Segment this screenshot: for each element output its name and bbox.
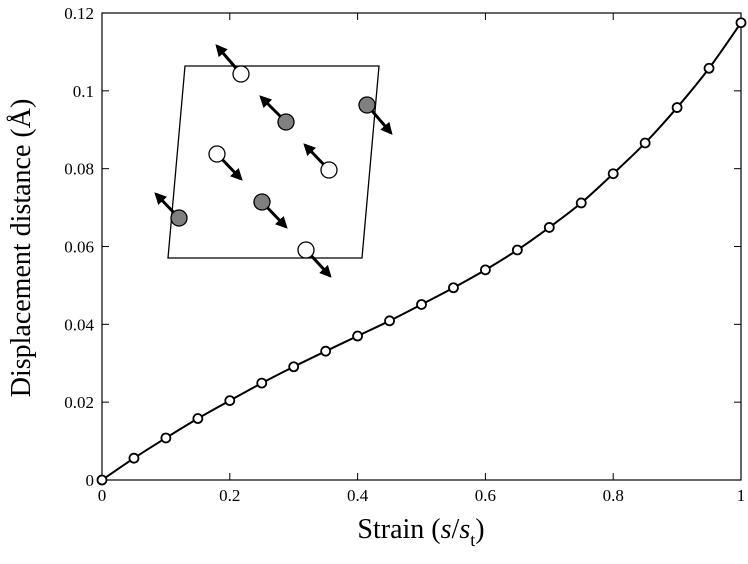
x-axis-label: Strain (s/st) — [357, 514, 484, 550]
x-tick-label: 0.4 — [347, 486, 369, 505]
data-point — [256, 377, 268, 389]
x-tick-label: 1 — [737, 486, 746, 505]
data-point — [607, 168, 619, 180]
data-point — [352, 330, 364, 342]
y-tick-label: 0.1 — [73, 82, 94, 101]
inset-cell-outline — [167, 65, 380, 259]
inset-schematic — [154, 44, 393, 278]
series-points — [96, 17, 747, 486]
y-tick-label: 0 — [86, 471, 95, 490]
data-point — [448, 282, 459, 294]
x-tick-label: 0 — [98, 486, 107, 505]
data-point — [288, 361, 300, 373]
x-tick-label: 0.8 — [603, 486, 624, 505]
data-point — [320, 345, 332, 357]
data-point — [671, 102, 683, 113]
data-point — [96, 474, 108, 486]
data-point — [639, 137, 651, 149]
data-point — [479, 264, 491, 276]
data-point — [511, 244, 523, 256]
data-point — [543, 222, 555, 233]
gray-atom — [358, 96, 376, 114]
gray-atom — [170, 209, 188, 227]
data-point — [160, 432, 172, 444]
white-atom — [320, 161, 338, 179]
white-atom — [232, 65, 250, 83]
x-tick-label: 0.6 — [475, 486, 496, 505]
white-atom — [297, 241, 315, 259]
data-point — [735, 17, 747, 29]
white-atom — [208, 145, 226, 163]
data-point — [224, 395, 236, 407]
inset-atoms — [154, 44, 393, 278]
data-point — [384, 315, 395, 327]
data-point — [192, 413, 204, 424]
y-tick-label: 0.08 — [64, 160, 94, 179]
x-tick-label: 0.2 — [219, 486, 240, 505]
gray-atom — [277, 113, 295, 131]
data-point — [128, 452, 140, 464]
x-axis-ticks: 0 0.2 0.4 0.6 0.8 1 — [98, 13, 746, 505]
data-point — [416, 299, 427, 310]
y-axis-ticks: 0 0.02 0.04 0.06 0.08 0.1 0.12 — [64, 4, 741, 490]
gray-atom — [253, 193, 271, 211]
data-point — [703, 62, 715, 74]
y-axis-label: Displacement distance (Å) — [6, 99, 37, 398]
y-tick-label: 0.02 — [64, 393, 94, 412]
y-tick-label: 0.12 — [64, 4, 94, 23]
y-tick-label: 0.06 — [64, 238, 94, 257]
y-tick-label: 0.04 — [64, 315, 94, 334]
data-point — [575, 197, 587, 209]
